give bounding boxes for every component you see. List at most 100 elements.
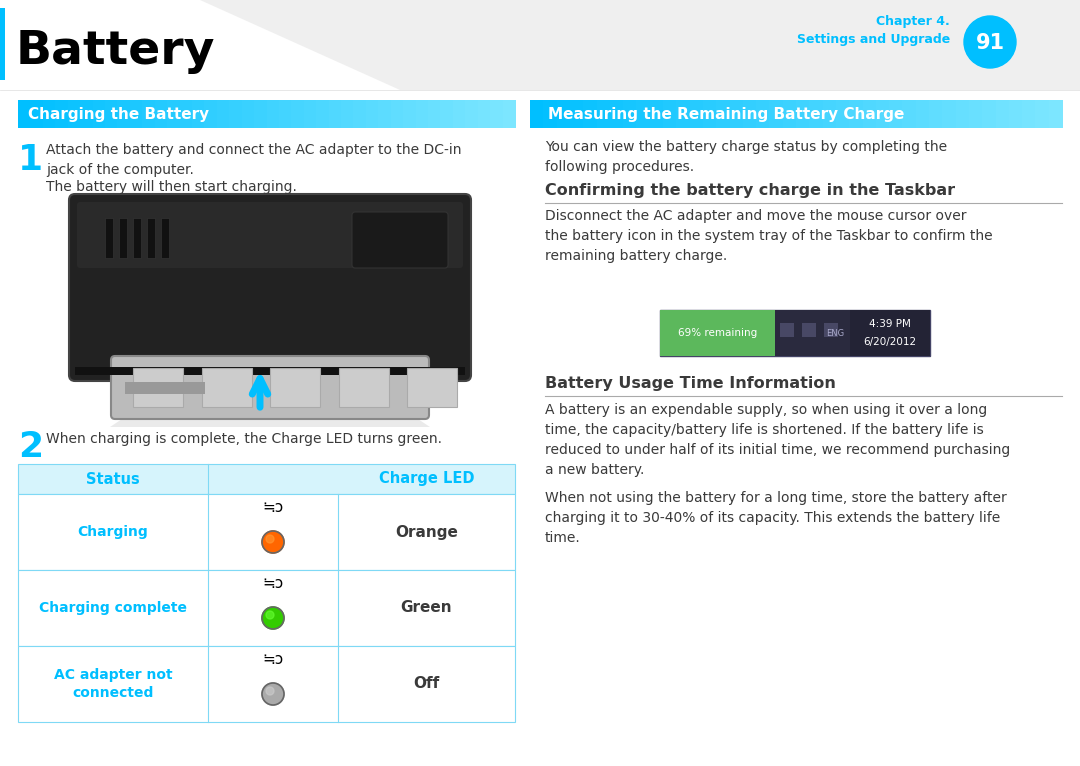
Text: Chapter 4.
Settings and Upgrade: Chapter 4. Settings and Upgrade bbox=[797, 15, 950, 45]
Text: When charging is complete, the Charge LED turns green.: When charging is complete, the Charge LE… bbox=[46, 432, 442, 446]
Bar bbox=[338, 368, 389, 407]
Bar bbox=[729, 100, 744, 128]
FancyArrowPatch shape bbox=[253, 378, 268, 408]
Circle shape bbox=[266, 687, 274, 695]
Text: Off: Off bbox=[414, 676, 440, 692]
Bar bbox=[161, 218, 168, 258]
Text: Status: Status bbox=[86, 472, 140, 486]
FancyBboxPatch shape bbox=[69, 194, 471, 381]
FancyBboxPatch shape bbox=[352, 212, 448, 268]
Bar bbox=[556, 100, 571, 128]
Bar bbox=[118, 100, 131, 128]
Bar bbox=[490, 100, 503, 128]
Bar bbox=[502, 100, 516, 128]
Bar bbox=[18, 464, 515, 494]
Bar bbox=[623, 100, 637, 128]
Bar bbox=[660, 310, 930, 356]
Bar bbox=[903, 100, 917, 128]
Bar bbox=[1036, 100, 1050, 128]
Bar bbox=[716, 100, 730, 128]
Text: 4:39 PM: 4:39 PM bbox=[869, 319, 910, 329]
Bar bbox=[650, 100, 664, 128]
Bar bbox=[690, 100, 704, 128]
Text: ≒ᴐ: ≒ᴐ bbox=[262, 500, 284, 516]
Polygon shape bbox=[200, 0, 1080, 90]
Bar bbox=[1049, 100, 1063, 128]
Bar bbox=[916, 100, 930, 128]
Bar bbox=[849, 100, 864, 128]
Bar bbox=[55, 100, 69, 128]
Text: ≒ᴐ: ≒ᴐ bbox=[262, 577, 284, 591]
Bar bbox=[942, 100, 957, 128]
Bar bbox=[407, 368, 457, 407]
Bar bbox=[889, 100, 903, 128]
Bar bbox=[119, 218, 127, 258]
Bar bbox=[254, 100, 268, 128]
Bar bbox=[530, 100, 544, 128]
Text: You can view the battery charge status by completing the
following procedures.: You can view the battery charge status b… bbox=[545, 140, 947, 174]
Bar bbox=[303, 100, 318, 128]
Circle shape bbox=[262, 531, 284, 553]
Text: ≒ᴐ: ≒ᴐ bbox=[262, 653, 284, 667]
Bar bbox=[796, 100, 810, 128]
Text: Battery Usage Time Information: Battery Usage Time Information bbox=[545, 376, 836, 391]
Bar bbox=[570, 100, 584, 128]
Bar bbox=[353, 100, 367, 128]
Bar bbox=[0, 8, 5, 80]
Bar bbox=[769, 100, 784, 128]
Bar bbox=[270, 368, 320, 407]
Bar bbox=[192, 100, 205, 128]
Bar bbox=[229, 100, 243, 128]
Bar bbox=[477, 100, 491, 128]
Bar bbox=[341, 100, 354, 128]
Text: 6/20/2012: 6/20/2012 bbox=[863, 337, 917, 347]
Bar bbox=[133, 218, 141, 258]
Text: Green: Green bbox=[401, 601, 453, 616]
Bar bbox=[956, 100, 970, 128]
Bar bbox=[775, 310, 850, 356]
Bar bbox=[43, 100, 56, 128]
Text: Confirming the battery charge in the Taskbar: Confirming the battery charge in the Tas… bbox=[545, 183, 955, 198]
Circle shape bbox=[266, 535, 274, 543]
Bar bbox=[154, 100, 168, 128]
Text: ENG: ENG bbox=[826, 329, 845, 338]
Bar bbox=[824, 323, 838, 337]
Bar bbox=[18, 646, 515, 722]
Bar bbox=[802, 323, 816, 337]
Bar bbox=[783, 100, 797, 128]
Circle shape bbox=[964, 16, 1016, 68]
Text: Charging the Battery: Charging the Battery bbox=[28, 106, 210, 122]
Bar bbox=[850, 310, 930, 356]
Bar bbox=[267, 100, 280, 128]
Bar bbox=[30, 100, 44, 128]
Bar bbox=[543, 100, 557, 128]
Text: Measuring the Remaining Battery Charge: Measuring the Remaining Battery Charge bbox=[548, 106, 904, 122]
Bar bbox=[147, 218, 156, 258]
Text: AC adapter not
connected: AC adapter not connected bbox=[54, 668, 173, 700]
Bar bbox=[80, 100, 94, 128]
Bar bbox=[292, 100, 305, 128]
Bar bbox=[1009, 100, 1023, 128]
Bar bbox=[996, 100, 1010, 128]
Bar bbox=[204, 100, 218, 128]
Bar bbox=[316, 100, 329, 128]
Circle shape bbox=[266, 611, 274, 619]
Bar bbox=[823, 100, 837, 128]
Text: 2: 2 bbox=[18, 430, 43, 464]
Bar bbox=[18, 570, 515, 646]
Text: Disconnect the AC adapter and move the mouse cursor over
the battery icon in the: Disconnect the AC adapter and move the m… bbox=[545, 209, 993, 263]
Bar bbox=[68, 100, 81, 128]
Text: 69% remaining: 69% remaining bbox=[678, 328, 757, 338]
Text: 1: 1 bbox=[18, 143, 43, 177]
Bar bbox=[982, 100, 997, 128]
Bar bbox=[202, 368, 252, 407]
Text: 91: 91 bbox=[975, 33, 1004, 53]
Bar bbox=[18, 100, 31, 128]
Text: Charging: Charging bbox=[78, 525, 148, 539]
Bar bbox=[93, 100, 106, 128]
FancyBboxPatch shape bbox=[111, 356, 429, 419]
Polygon shape bbox=[110, 417, 430, 427]
Bar bbox=[328, 100, 342, 128]
Bar bbox=[130, 100, 144, 128]
Bar bbox=[756, 100, 770, 128]
